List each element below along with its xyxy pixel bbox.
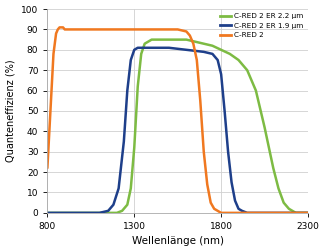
X-axis label: Wellenlänge (nm): Wellenlänge (nm) (132, 236, 224, 246)
Y-axis label: Quanteneffizienz (%): Quanteneffizienz (%) (6, 60, 16, 162)
Legend: C-RED 2 ER 2.2 μm, C-RED 2 ER 1.9 μm, C-RED 2: C-RED 2 ER 2.2 μm, C-RED 2 ER 1.9 μm, C-… (217, 11, 306, 41)
